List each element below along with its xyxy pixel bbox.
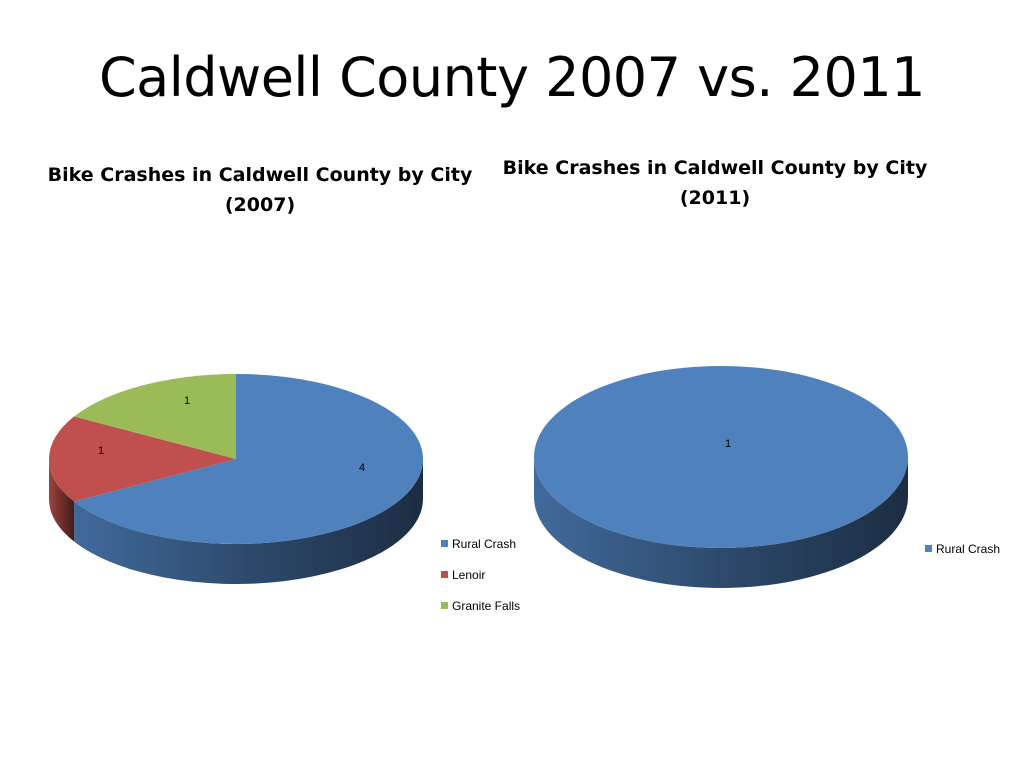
chart-title-2011: Bike Crashes in Caldwell County by City … [502,157,928,209]
pie-side-lenoir [49,459,75,542]
data-label-lenoir: 1 [98,445,104,457]
legend-item-rural-crash: Rural Crash [925,542,1000,556]
legend-item-lenoir: Lenoir [441,568,485,582]
legend-label: Granite Falls [452,599,520,613]
data-label-rural-crash: 4 [359,462,365,474]
pie-chart-2007: 4 1 1 Rural Crash Lenoir Granite Falls [48,374,520,613]
pie-slice-lenoir [48,416,236,502]
pie-chart-2011: 1 Rural Crash [534,366,1000,588]
legend-label: Rural Crash [452,537,516,551]
pie-slice-rural-crash [74,374,423,544]
pie-slice-rural-crash [534,366,908,548]
pie-side-rural-crash [74,459,423,585]
legend-item-granite-falls: Granite Falls [441,599,520,613]
legend-swatch [441,602,448,609]
data-label-granite-falls: 1 [184,395,190,407]
legend-swatch [441,571,448,578]
pie-side-rural-crash [534,457,908,588]
legend-swatch [441,540,448,547]
slide-title: Caldwell County 2007 vs. 2011 [98,46,926,109]
legend-item-rural-crash: Rural Crash [441,537,516,551]
chart-title-2007: Bike Crashes in Caldwell County by City … [47,164,473,216]
data-label-rural-crash: 1 [725,438,731,450]
legend-label: Lenoir [452,568,485,582]
legend-label: Rural Crash [936,542,1000,556]
legend-swatch [925,545,932,552]
pie-slice-granite-falls [74,374,236,459]
